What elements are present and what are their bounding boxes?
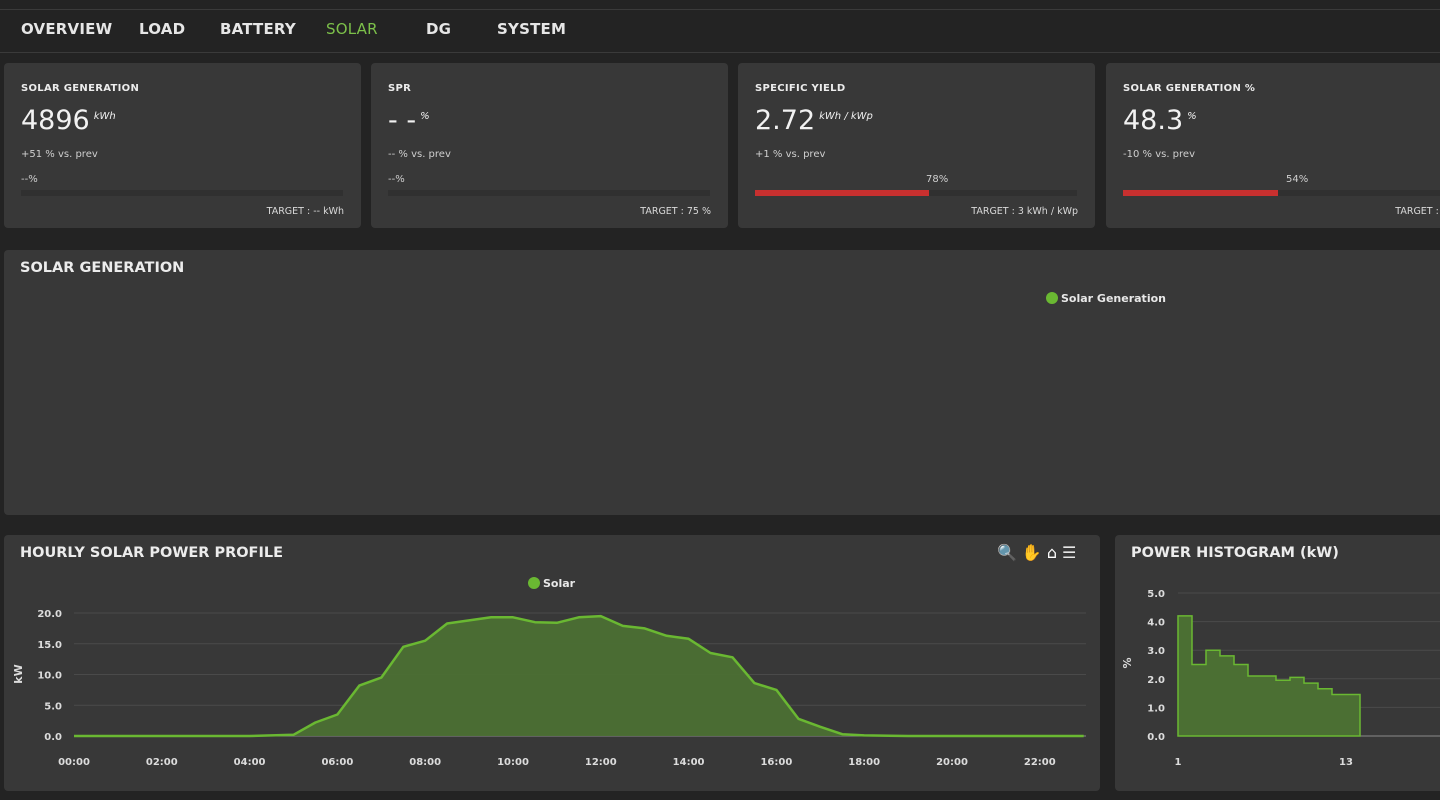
x-tick-label: 12:00 — [585, 757, 617, 768]
kpi-value: 48.3% — [1123, 105, 1197, 136]
series-line — [74, 614, 1084, 738]
y-tick-label: 15.0 — [37, 640, 62, 651]
menu-icon[interactable]: ☰ — [1062, 543, 1077, 562]
x-tick-label: 20:00 — [936, 757, 968, 768]
kpi-spr: SPR - -% -- % vs. prev --% TARGET : 75 % — [371, 63, 728, 228]
x-tick-label: 16:00 — [760, 757, 792, 768]
x-tick-label: 13 — [1339, 757, 1353, 768]
solar-generation-panel: SOLAR GENERATION Solar Generation 300.02… — [4, 250, 1440, 515]
y-axis-label: % — [1121, 657, 1134, 668]
kpi-value-number: - - — [388, 105, 417, 136]
kpi-title: SOLAR GENERATION % — [1123, 83, 1256, 94]
x-tick-label: 00:00 — [58, 757, 90, 768]
kpi-specific-yield: SPECIFIC YIELD 2.72 kWh / kWp +1 % vs. pr… — [738, 63, 1095, 228]
kpi-value: 4896 kWh — [21, 105, 116, 136]
kpi-progress-bar — [21, 190, 343, 196]
kpi-unit: kWh — [93, 111, 116, 122]
x-tick-label: 14:00 — [673, 757, 705, 768]
x-tick-label: 1 — [1175, 757, 1182, 768]
kpi-title: SPECIFIC YIELD — [755, 83, 846, 94]
histogram-chart: 5.0 4.0 3.0 2.0 1.0 0.0% 1 13 — [1121, 589, 1440, 768]
kpi-value-number: 48.3 — [1123, 105, 1184, 136]
y-tick-label: 3.0 — [1147, 646, 1165, 657]
kpi-unit: % — [420, 111, 430, 122]
kpi-target: TARGET : 75 % — [640, 206, 711, 217]
y-tick-label: 0.0 — [1147, 732, 1165, 743]
x-tick-label: 18:00 — [848, 757, 880, 768]
series-area — [74, 616, 1084, 736]
x-tick-label: 02:00 — [146, 757, 178, 768]
kpi-progress-bar — [755, 190, 1077, 196]
tab-solar[interactable]: SOLAR — [326, 20, 378, 38]
kpi-title: SOLAR GENERATION — [21, 83, 140, 94]
y-axis-label: kW — [12, 664, 25, 683]
kpi-delta: -- % vs. prev — [388, 149, 451, 160]
top-divider — [0, 9, 1440, 10]
x-tick-label: 04:00 — [234, 757, 266, 768]
kpi-title: SPR — [388, 83, 412, 94]
x-tick-label: 10:00 — [497, 757, 529, 768]
y-tick-label: 20.0 — [37, 609, 62, 620]
hourly-area-chart: 20.0 15.0 10.0 5.0 0.0 kW 00:00 02:00 04:00 06:00… — [12, 609, 1086, 768]
legend-label: Solar — [543, 577, 576, 590]
legend-solar[interactable]: Solar — [528, 577, 575, 590]
y-tick-label: 5.0 — [1147, 589, 1165, 600]
legend-solar-generation[interactable]: Solar Generation — [1046, 292, 1166, 305]
panel-title: SOLAR GENERATION — [20, 260, 185, 276]
kpi-delta: +51 % vs. prev — [21, 149, 98, 160]
power-histogram-panel: POWER HISTOGRAM (kW) 5.0 4.0 3.0 2.0 1.0 0.0%… — [1115, 535, 1440, 791]
kpi-unit: % — [1187, 111, 1197, 122]
kpi-target: TARGET : -- kWh — [266, 206, 344, 217]
tab-load[interactable]: LOAD — [139, 20, 186, 38]
legend-dot — [528, 577, 540, 589]
main-nav: OVERVIEW LOAD BATTERY SOLAR DG SYSTEM — [0, 10, 1440, 53]
legend-label: Solar Generation — [1061, 292, 1166, 305]
x-tick-label: 08:00 — [409, 757, 441, 768]
kpi-progress-label: 54% — [1286, 174, 1309, 185]
kpi-value: 2.72 kWh / kWp — [755, 105, 873, 136]
y-tick-label: 4.0 — [1147, 618, 1165, 629]
kpi-delta: -10 % vs. prev — [1123, 149, 1195, 160]
histogram-area — [1177, 615, 1361, 737]
kpi-target: TARGET : 3 kWh / kWp — [971, 206, 1078, 217]
kpi-progress-fill — [1123, 190, 1278, 196]
y-tick-label: 0.0 — [44, 732, 62, 743]
kpi-target: TARGET : 90 % — [1395, 206, 1440, 217]
tab-dg[interactable]: DG — [426, 20, 452, 38]
kpi-solar-generation-pct: SOLAR GENERATION % 48.3% -10 % vs. prev … — [1106, 63, 1440, 228]
x-tick-label: 06:00 — [321, 757, 353, 768]
kpi-progress-bar — [1123, 190, 1440, 196]
y-tick-label: 2.0 — [1147, 675, 1165, 686]
pan-hand-icon[interactable]: ✋ — [1021, 543, 1042, 562]
kpi-delta: +1 % vs. prev — [755, 149, 826, 160]
kpi-progress-label: 78% — [926, 174, 949, 185]
kpi-progress-label: --% — [388, 174, 405, 185]
zoom-icon[interactable]: 🔍 — [997, 543, 1017, 562]
y-tick-label: 10.0 — [37, 671, 62, 682]
kpi-progress-fill — [755, 190, 929, 196]
kpi-unit: kWh / kWp — [819, 111, 873, 122]
hourly-profile-panel: HOURLY SOLAR POWER PROFILE 🔍 ✋ ⌂ ☰ Solar 20… — [4, 535, 1100, 791]
tab-system[interactable]: SYSTEM — [497, 20, 567, 38]
y-tick-label: 5.0 — [44, 701, 62, 712]
kpi-value: - -% — [388, 105, 430, 136]
panel-title: POWER HISTOGRAM (kW) — [1131, 545, 1339, 561]
tab-overview[interactable]: OVERVIEW — [21, 20, 113, 38]
kpi-value-number: 2.72 — [755, 105, 816, 136]
y-tick-label: 1.0 — [1147, 703, 1165, 714]
home-icon[interactable]: ⌂ — [1046, 543, 1057, 562]
kpi-progress-label: --% — [21, 174, 38, 185]
legend-dot — [1046, 292, 1058, 304]
chart-toolbar: 🔍 ✋ ⌂ ☰ — [992, 543, 1076, 562]
daily-bar-chart: 300.0240.0180.0120.060.00.0kWh09 May10 M… — [4, 250, 1440, 515]
kpi-progress-bar — [388, 190, 710, 196]
x-tick-label: 22:00 — [1024, 757, 1056, 768]
panel-title: HOURLY SOLAR POWER PROFILE — [20, 545, 284, 561]
kpi-value-number: 4896 — [21, 105, 90, 136]
tab-battery[interactable]: BATTERY — [220, 20, 296, 38]
kpi-solar-generation: SOLAR GENERATION 4896 kWh +51 % vs. prev … — [4, 63, 361, 228]
